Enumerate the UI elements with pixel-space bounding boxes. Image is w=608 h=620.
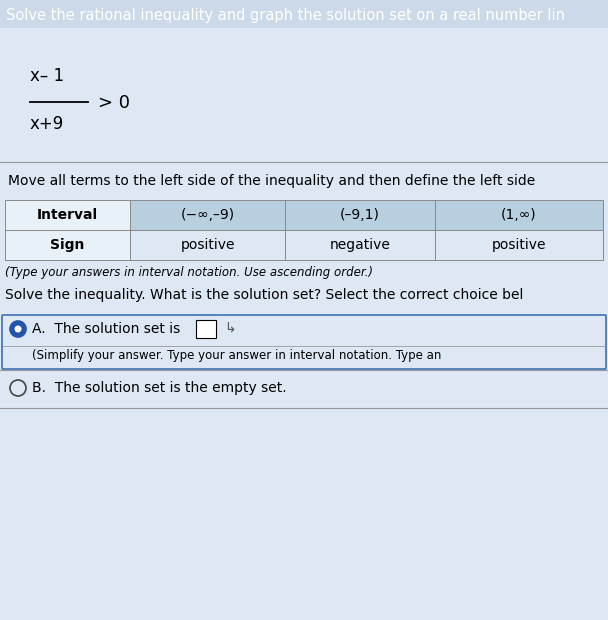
Text: positive: positive bbox=[180, 238, 235, 252]
Text: x– 1: x– 1 bbox=[30, 67, 64, 85]
Text: Solve the rational inequality and graph the solution set on a real number lin: Solve the rational inequality and graph … bbox=[6, 8, 565, 23]
Bar bbox=[130, 200, 285, 230]
FancyBboxPatch shape bbox=[2, 315, 606, 369]
Text: > 0: > 0 bbox=[98, 94, 130, 112]
Text: (−∞,–9): (−∞,–9) bbox=[181, 208, 235, 222]
Circle shape bbox=[10, 380, 26, 396]
Text: B.  The solution set is the empty set.: B. The solution set is the empty set. bbox=[32, 381, 286, 395]
Text: (Type your answers in interval notation. Use ascending order.): (Type your answers in interval notation.… bbox=[5, 266, 373, 279]
Text: (1,∞): (1,∞) bbox=[501, 208, 537, 222]
Bar bbox=[285, 200, 435, 230]
Bar bbox=[285, 230, 435, 260]
Text: Sign: Sign bbox=[50, 238, 85, 252]
Bar bbox=[130, 230, 285, 260]
Text: Move all terms to the left side of the inequality and then define the left side: Move all terms to the left side of the i… bbox=[8, 174, 535, 188]
Text: A.  The solution set is: A. The solution set is bbox=[32, 322, 180, 336]
Bar bbox=[435, 230, 603, 260]
Circle shape bbox=[10, 321, 26, 337]
Text: negative: negative bbox=[330, 238, 390, 252]
Bar bbox=[196, 320, 216, 338]
Text: (Simplify your answer. Type your answer in interval notation. Type an: (Simplify your answer. Type your answer … bbox=[32, 348, 441, 361]
Text: x+9: x+9 bbox=[30, 115, 64, 133]
Text: Solve the inequality. What is the solution set? Select the correct choice bel: Solve the inequality. What is the soluti… bbox=[5, 288, 523, 302]
Circle shape bbox=[15, 326, 21, 332]
Text: Interval: Interval bbox=[37, 208, 98, 222]
Text: positive: positive bbox=[492, 238, 546, 252]
Bar bbox=[5, 200, 130, 230]
Text: ↳: ↳ bbox=[224, 322, 236, 336]
Bar bbox=[435, 200, 603, 230]
Bar bbox=[5, 230, 130, 260]
Text: (–9,1): (–9,1) bbox=[340, 208, 380, 222]
